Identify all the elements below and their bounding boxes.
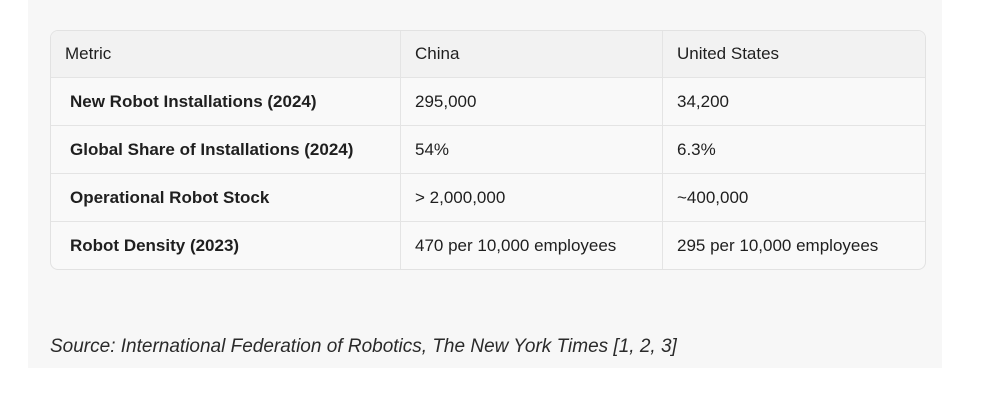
header-cell: China (401, 31, 663, 78)
table-cell: 295 per 10,000 employees (677, 235, 879, 255)
table-cell: 295,000 (401, 78, 663, 126)
table-row: Robot Density (2023) 470 per 10,000 emplo… (51, 222, 925, 269)
table-cell: ~400,000 (663, 174, 925, 222)
table-row: Global Share of Installations (2024) 54% 6… (51, 126, 925, 174)
table-row: Operational Robot Stock > 2,000,000 ~400,0… (51, 174, 925, 222)
source-note: Source: International Federation of Robo… (50, 336, 677, 357)
table-cell: 470 per 10,000 employees (401, 222, 663, 269)
table-cell: 34,200 (663, 78, 925, 126)
panel: Metric China United States New Robot Insta… (28, 0, 942, 368)
table-cell: 54% (401, 126, 663, 174)
table-cell: Operational Robot Stock (51, 174, 401, 222)
table-row: New Robot Installations (2024) 295,000 34,… (51, 78, 925, 126)
header-row: Metric China United States (51, 31, 925, 78)
table-cell: Robot Density (2023) (51, 222, 401, 269)
table-cell: > 2,000,000 (401, 174, 663, 222)
table: Metric China United States New Robot Insta… (50, 30, 926, 270)
header-cell: United States (663, 31, 925, 78)
table-cell: Global Share of Installations (2024) (51, 126, 401, 174)
table-cell: 6.3% (663, 126, 925, 174)
table-cell: New Robot Installations (2024) (51, 78, 401, 126)
header-cell: Metric (51, 31, 401, 78)
